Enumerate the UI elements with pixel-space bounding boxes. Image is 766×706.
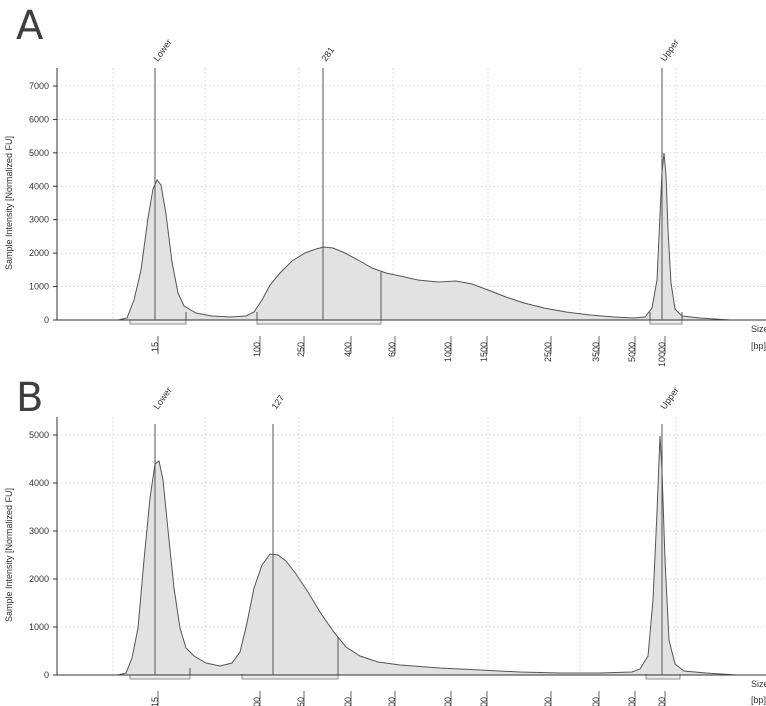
y-tick-label: 3000 <box>29 215 49 225</box>
x-axis-title: Size <box>751 324 766 334</box>
x-axis-title: [bp] <box>751 341 766 351</box>
panel-label-b: B <box>16 375 44 421</box>
x-tick-label: 3500 <box>591 697 601 706</box>
x-tick-label: 600 <box>387 697 397 706</box>
x-tick-label: 600 <box>387 342 397 357</box>
y-tick-label: 0 <box>44 670 49 680</box>
y-tick-label: 2000 <box>29 574 49 584</box>
x-tick-label: 100 <box>252 697 262 706</box>
x-tick-label: 15 <box>150 342 160 352</box>
y-tick-label: 1000 <box>29 622 49 632</box>
y-tick-label: 4000 <box>29 478 49 488</box>
y-tick-label: 2000 <box>29 248 49 258</box>
trace-fill <box>57 153 766 320</box>
x-tick-label: 3500 <box>591 342 601 362</box>
x-tick-label: 400 <box>343 697 353 706</box>
y-tick-label: 3000 <box>29 526 49 536</box>
peak-label: Lower <box>151 385 173 411</box>
peak-region-bar <box>256 319 382 325</box>
x-tick-label: 400 <box>343 342 353 357</box>
trace-line <box>57 435 766 676</box>
peak-label: 127 <box>269 393 286 411</box>
y-tick-label: 1000 <box>29 282 49 292</box>
x-tick-label: 10000 <box>657 342 667 367</box>
x-tick-label: 100 <box>252 342 262 357</box>
x-axis-title: [bp] <box>751 695 766 705</box>
y-tick-label: 0 <box>44 315 49 325</box>
x-tick-label: 5000 <box>627 697 637 706</box>
x-tick-label: 250 <box>296 697 306 706</box>
x-tick-label: 1500 <box>479 342 489 362</box>
y-tick-label: 6000 <box>29 114 49 124</box>
lower-marker-bar <box>129 674 191 680</box>
x-tick-label: 1000 <box>443 697 453 706</box>
electropherogram-chart-b: 0 1000 2000 3000 4000 5000 Sample Intensity [N… <box>4 385 766 706</box>
y-tick-label: 7000 <box>29 81 49 91</box>
x-tick-label: 2500 <box>543 697 553 706</box>
upper-marker-bar <box>645 674 681 680</box>
trace-fill <box>57 436 766 675</box>
y-axis-title: Sample Intensity [Normalized FU] <box>4 488 14 622</box>
trace-line <box>57 152 766 321</box>
peak-label: Lower <box>151 37 173 63</box>
lower-marker-bar <box>129 319 187 325</box>
x-axis-title: Size <box>751 679 766 689</box>
panel-label-a: A <box>16 3 44 49</box>
x-tick-label: 1500 <box>479 697 489 706</box>
x-tick-label: 1000 <box>443 342 453 362</box>
peak-region-bar <box>241 674 339 680</box>
x-tick-label: 10000 <box>657 697 667 706</box>
y-axis-title: Sample Intensity [Normalized FU] <box>4 136 14 270</box>
x-tick-label: 5000 <box>627 342 637 362</box>
peak-label: 281 <box>319 45 336 63</box>
upper-marker-bar <box>649 319 683 325</box>
x-tick-label: 2500 <box>543 342 553 362</box>
x-tick-label: 250 <box>296 342 306 357</box>
peak-label: Upper <box>658 385 680 411</box>
peak-label: Upper <box>658 37 680 63</box>
y-tick-label: 5000 <box>29 148 49 158</box>
x-tick-label: 15 <box>150 697 160 706</box>
y-tick-label: 5000 <box>29 430 49 440</box>
electropherogram-chart-a: 0 1000 2000 3000 4000 5000 6000 7000 Sample Inte… <box>4 37 766 367</box>
y-tick-label: 4000 <box>29 181 49 191</box>
